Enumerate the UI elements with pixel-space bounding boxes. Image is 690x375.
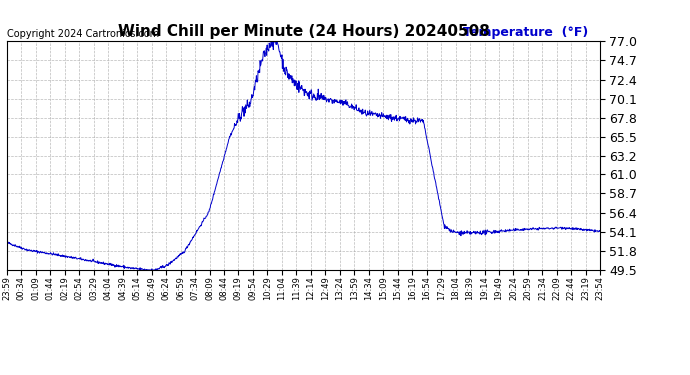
Title: Wind Chill per Minute (24 Hours) 20240508: Wind Chill per Minute (24 Hours) 2024050… xyxy=(118,24,489,39)
Text: Temperature  (°F): Temperature (°F) xyxy=(463,26,589,39)
Text: Copyright 2024 Cartronics.com: Copyright 2024 Cartronics.com xyxy=(7,29,159,39)
